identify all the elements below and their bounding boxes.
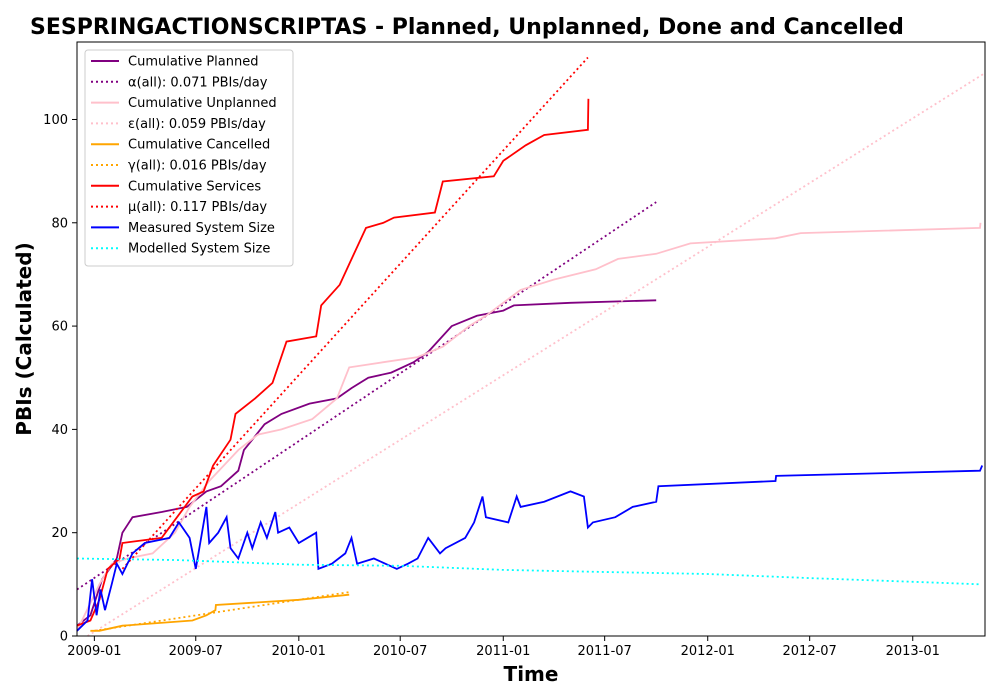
y-tick-label: 20 xyxy=(51,526,68,541)
x-tick-label: 2013-01 xyxy=(886,644,940,659)
legend-label: ε(all): 0.059 PBIs/day xyxy=(128,117,266,132)
series-line-2 xyxy=(76,201,657,591)
x-tick-label: 2009-01 xyxy=(67,644,121,659)
x-tick-label: 2010-07 xyxy=(373,644,427,659)
x-axis-label: Time xyxy=(504,662,559,686)
y-axis-ticks: 0 20 40 60 80 100 xyxy=(43,113,77,645)
legend-label: Cumulative Services xyxy=(128,179,261,194)
series-line-1 xyxy=(76,299,657,627)
legend-box xyxy=(84,49,294,267)
plot-lines xyxy=(76,56,986,637)
y-tick-label: 40 xyxy=(51,423,68,438)
x-tick-label: 2012-07 xyxy=(783,644,837,659)
y-tick-label: 100 xyxy=(43,113,68,128)
legend-label: μ(all): 0.117 PBIs/day xyxy=(128,200,267,215)
series-line-9 xyxy=(76,465,984,632)
series-line-8 xyxy=(121,56,589,570)
y-tick-label: 80 xyxy=(51,216,68,231)
plot-frame xyxy=(76,41,986,637)
legend-label: Cumulative Cancelled xyxy=(128,138,270,153)
y-tick-label: 0 xyxy=(60,630,68,645)
series-line-10 xyxy=(76,557,981,586)
x-tick-label: 2011-01 xyxy=(476,644,530,659)
x-tick-label: 2010-01 xyxy=(272,644,326,659)
legend-label: Modelled System Size xyxy=(128,242,270,257)
y-axis-label: PBIs (Calculated) xyxy=(12,242,36,435)
legend-label: γ(all): 0.016 PBIs/day xyxy=(128,159,267,174)
series-line-4 xyxy=(87,72,986,637)
legend-label: α(all): 0.071 PBIs/day xyxy=(128,75,268,90)
legend-label: Cumulative Planned xyxy=(128,55,258,70)
chart-title: SESPRINGACTIONSCRIPTAS - Planned, Unplan… xyxy=(30,15,904,40)
legend-label: Cumulative Unplanned xyxy=(128,96,277,111)
x-tick-label: 2011-07 xyxy=(577,644,631,659)
legend-label: Measured System Size xyxy=(128,221,275,236)
x-tick-label: 2012-01 xyxy=(681,644,735,659)
legend: Cumulative Planned α(all): 0.071 PBIs/day… xyxy=(84,49,294,267)
x-axis-ticks: 2009-01 2009-07 2010-01 2010-07 2011-01 2011-… xyxy=(67,636,940,659)
series-line-7 xyxy=(76,98,590,627)
y-tick-label: 60 xyxy=(51,320,68,335)
x-tick-label: 2009-07 xyxy=(169,644,223,659)
series-line-5 xyxy=(90,593,350,632)
